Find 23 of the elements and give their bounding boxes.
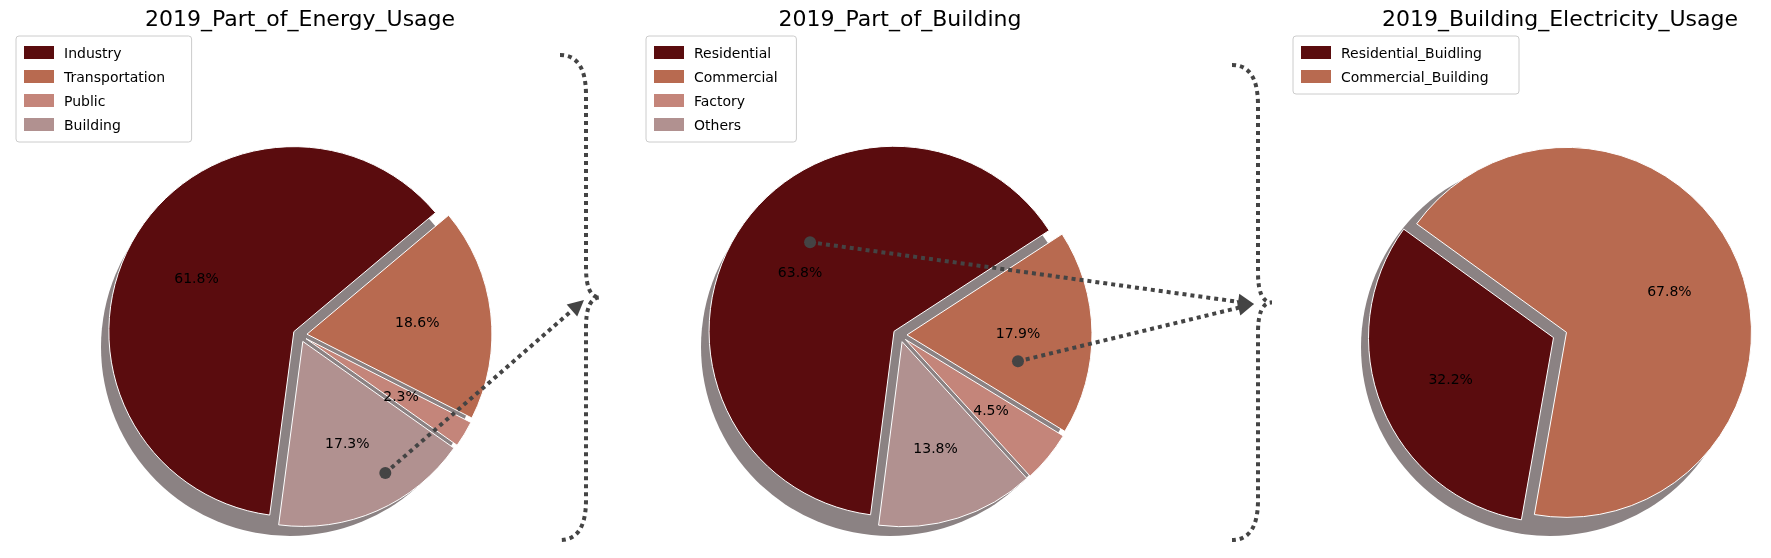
- legend-label: Building: [64, 117, 121, 133]
- data-label: 4.5%: [973, 402, 1009, 419]
- data-label: 63.8%: [777, 264, 823, 281]
- data-label: 2.3%: [383, 387, 419, 404]
- legend-label: Industry: [64, 45, 122, 61]
- data-label: 67.8%: [1647, 282, 1692, 299]
- data-label: 32.2%: [1428, 371, 1473, 388]
- chart-title: 2019_Part_of_Energy_Usage: [144, 6, 456, 32]
- legend-label: Factory: [694, 93, 746, 109]
- data-label: 17.3%: [325, 435, 370, 452]
- legend-label: Commercial_Building: [1341, 69, 1489, 85]
- legend-label: Residential_Buidling: [1341, 45, 1482, 61]
- legend-label: Others: [694, 117, 742, 133]
- data-label: 13.8%: [913, 439, 958, 456]
- data-label: 18.6%: [394, 313, 440, 330]
- legend-label: Residential: [694, 45, 772, 61]
- chart-title: 2019_Part_of_Building: [778, 6, 1022, 32]
- legend-label: Commercial: [694, 69, 778, 85]
- data-label: 17.9%: [995, 325, 1041, 342]
- data-label: 61.8%: [174, 270, 219, 287]
- legend-label: Transportation: [63, 69, 166, 85]
- chart-title: 2019_Building_Electricity_Usage: [1381, 6, 1739, 32]
- legend-label: Public: [64, 93, 106, 109]
